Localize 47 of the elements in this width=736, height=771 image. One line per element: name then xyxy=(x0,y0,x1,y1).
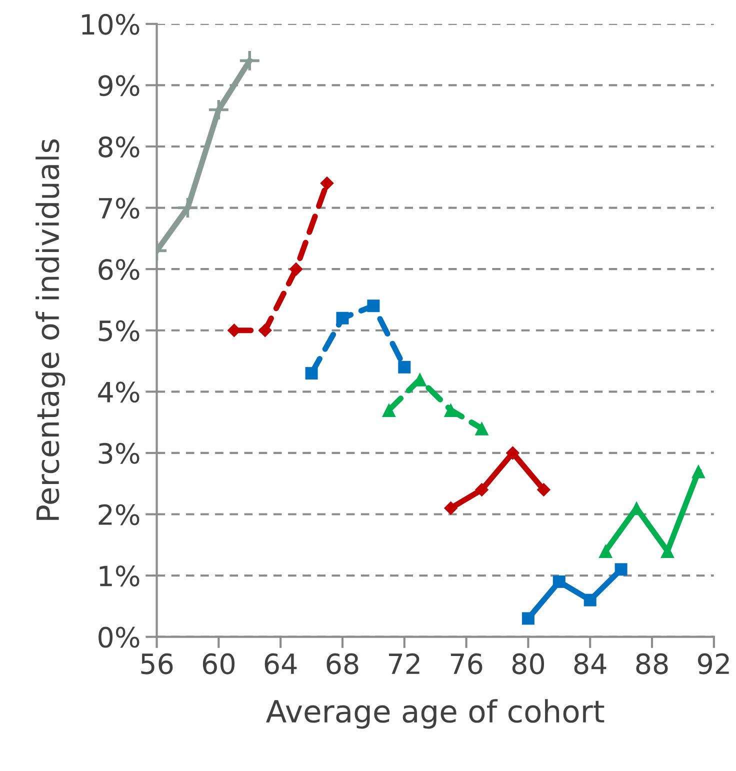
y-tick-label: 0% xyxy=(98,626,140,648)
point xyxy=(382,403,396,417)
y-axis-title: Percentage of individuals xyxy=(36,139,66,520)
point xyxy=(660,544,674,558)
y-tick-label: 7% xyxy=(99,198,140,219)
x-tick-label: 80 xyxy=(512,653,544,674)
point xyxy=(552,575,566,588)
point xyxy=(289,262,303,276)
point xyxy=(692,464,706,478)
x-tick-label: 88 xyxy=(636,653,668,674)
point xyxy=(474,422,489,436)
x-tick-label: 76 xyxy=(450,653,482,674)
point xyxy=(506,446,520,460)
point xyxy=(598,544,613,558)
point xyxy=(474,482,489,497)
point xyxy=(305,367,318,380)
y-tick-label: 10% xyxy=(82,14,140,35)
point xyxy=(444,403,458,417)
y-tick-label: 6% xyxy=(98,259,140,280)
point xyxy=(584,594,596,606)
point xyxy=(367,300,380,312)
point xyxy=(320,176,334,190)
y-tick-label: 8% xyxy=(98,136,140,158)
point xyxy=(208,98,230,121)
point xyxy=(176,196,199,219)
x-tick-label: 72 xyxy=(388,653,420,674)
point xyxy=(522,612,534,625)
x-tick-label: 56 xyxy=(141,653,173,674)
x-tick-label: 60 xyxy=(202,653,234,674)
point xyxy=(238,50,261,72)
y-tick-label: 4% xyxy=(98,382,140,403)
x-tick-label: 64 xyxy=(264,653,297,674)
y-tick-label: 9% xyxy=(98,75,140,96)
point xyxy=(258,324,272,338)
point xyxy=(336,312,349,324)
point xyxy=(444,501,458,515)
x-tick-label: 68 xyxy=(326,653,358,674)
y-tick-label: 5% xyxy=(98,320,140,342)
point xyxy=(536,482,551,497)
point xyxy=(614,563,628,576)
x-tick-label: 84 xyxy=(574,653,606,674)
y-tick-label: 1% xyxy=(100,565,140,586)
y-tick-label: 3% xyxy=(98,442,140,464)
point xyxy=(398,360,411,374)
y-tick-label: 2% xyxy=(98,504,140,526)
x-tick-label: 92 xyxy=(698,653,729,674)
x-axis-title: Average age of cohort xyxy=(266,699,604,729)
